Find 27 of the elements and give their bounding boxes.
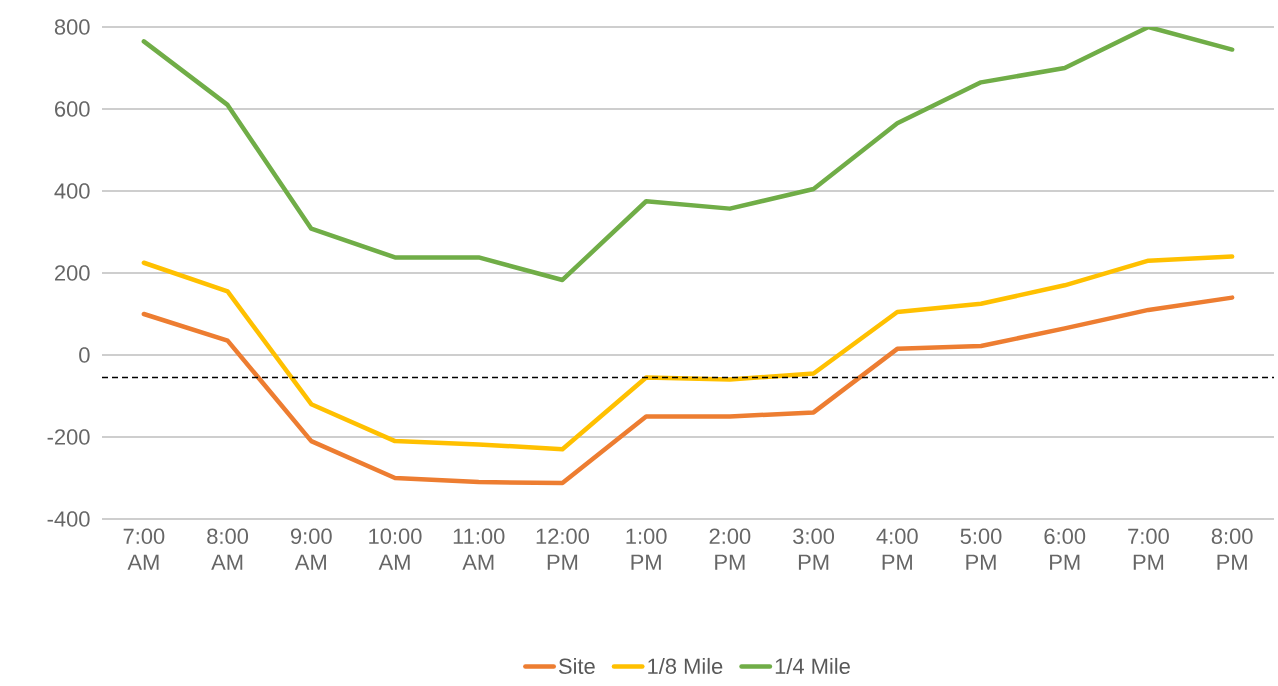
x-tick-label: 7:00 AM bbox=[123, 528, 165, 570]
y-tick-label: -200 bbox=[47, 429, 90, 445]
x-tick-label: 3:00 PM bbox=[793, 528, 835, 570]
y-tick-label: 400 bbox=[54, 183, 90, 199]
x-tick-label: 8:00 AM bbox=[207, 528, 249, 570]
x-tick-label: 1:00 PM bbox=[626, 528, 667, 570]
y-tick-label: 600 bbox=[55, 101, 90, 117]
y-tick-label: 0 bbox=[79, 347, 90, 363]
x-tick-label: 6:00 PM bbox=[1044, 528, 1086, 570]
x-tick-label: 11:00 AM bbox=[453, 528, 505, 570]
x-tick-label: 7:00 PM bbox=[1128, 528, 1169, 570]
line-series bbox=[141, 254, 1235, 452]
legend-label: 1/4 Mile bbox=[775, 657, 850, 675]
x-tick-label: 4:00 PM bbox=[876, 528, 918, 570]
legend-label: 1/8 Mile bbox=[648, 657, 723, 675]
x-tick-label: 8:00 PM bbox=[1211, 528, 1253, 570]
x-tick-label: 12:00 PM bbox=[536, 528, 589, 570]
x-tick-label: 5:00 PM bbox=[960, 528, 1002, 570]
y-tick-label: -400 bbox=[47, 511, 90, 527]
x-tick-label: 9:00 AM bbox=[290, 528, 332, 570]
line-series bbox=[141, 295, 1235, 486]
x-tick-label: 10:00 AM bbox=[369, 528, 422, 570]
legend-label: Site bbox=[558, 657, 595, 675]
y-tick-label: 200 bbox=[55, 265, 90, 281]
x-tick-label: 2:00 PM bbox=[709, 528, 751, 570]
line-series bbox=[141, 27, 1235, 283]
y-tick-label: 800 bbox=[54, 19, 90, 35]
